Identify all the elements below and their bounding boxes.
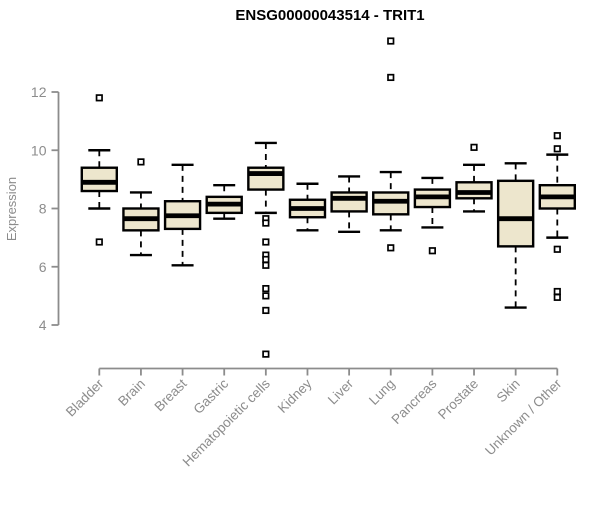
y-tick-label: 8: [39, 201, 47, 217]
outlier-point: [262, 261, 270, 269]
iqr-box: [496, 179, 535, 248]
outlier-point: [387, 37, 395, 45]
box-group: [538, 132, 576, 301]
outlier-point: [262, 284, 270, 293]
x-category-label: Unknown / Other: [482, 376, 565, 459]
chart-title: ENSG00000043514 - TRIT1: [235, 7, 424, 24]
outlier-point: [262, 238, 270, 246]
outlier-point: [262, 292, 270, 300]
box-group: [372, 37, 410, 252]
x-category-label: Breast: [151, 376, 189, 414]
outlier-point: [262, 350, 270, 358]
iqr-box: [80, 166, 119, 193]
x-category-label: Bladder: [63, 376, 107, 420]
outlier-point: [387, 244, 395, 252]
outlier-point: [387, 73, 395, 82]
x-category-label: Pancreas: [389, 376, 440, 427]
box-group: [455, 143, 493, 213]
box-group: [80, 94, 119, 246]
x-category-label: Skin: [494, 376, 523, 405]
y-tick-label: 12: [31, 84, 47, 100]
box-group: [247, 141, 285, 358]
x-category-label: Prostate: [435, 376, 481, 422]
outlier-point: [95, 94, 103, 102]
x-category-label: Gastric: [190, 376, 231, 417]
x-category-label: Liver: [325, 376, 357, 408]
y-tick-label: 4: [39, 317, 47, 333]
box-group: [330, 175, 368, 234]
y-tick-label: 6: [39, 259, 47, 275]
iqr-box: [247, 166, 285, 191]
outlier-point: [95, 238, 103, 246]
outlier-point: [262, 306, 270, 315]
box-group: [413, 176, 452, 255]
outlier-point: [553, 293, 561, 301]
box-series: [80, 37, 576, 358]
outlier-point: [470, 143, 478, 151]
outlier-point: [262, 219, 270, 227]
y-axis-label: Expression: [4, 177, 19, 241]
outlier-point: [262, 255, 270, 264]
outlier-point: [553, 145, 561, 153]
box-group: [288, 182, 327, 232]
outlier-point: [553, 245, 561, 253]
iqr-box: [330, 191, 368, 213]
y-tick-label: 10: [31, 142, 47, 158]
x-category-label: Kidney: [275, 376, 315, 416]
outlier-point: [553, 287, 561, 296]
x-category-label: Lung: [366, 376, 398, 408]
box-group: [163, 163, 202, 267]
outlier-point: [428, 247, 436, 255]
box-group: [496, 162, 535, 309]
box-group: [205, 183, 243, 220]
outlier-point: [137, 158, 145, 166]
outlier-point: [553, 132, 561, 140]
x-category-label: Brain: [115, 376, 148, 409]
box-group: [122, 158, 160, 257]
